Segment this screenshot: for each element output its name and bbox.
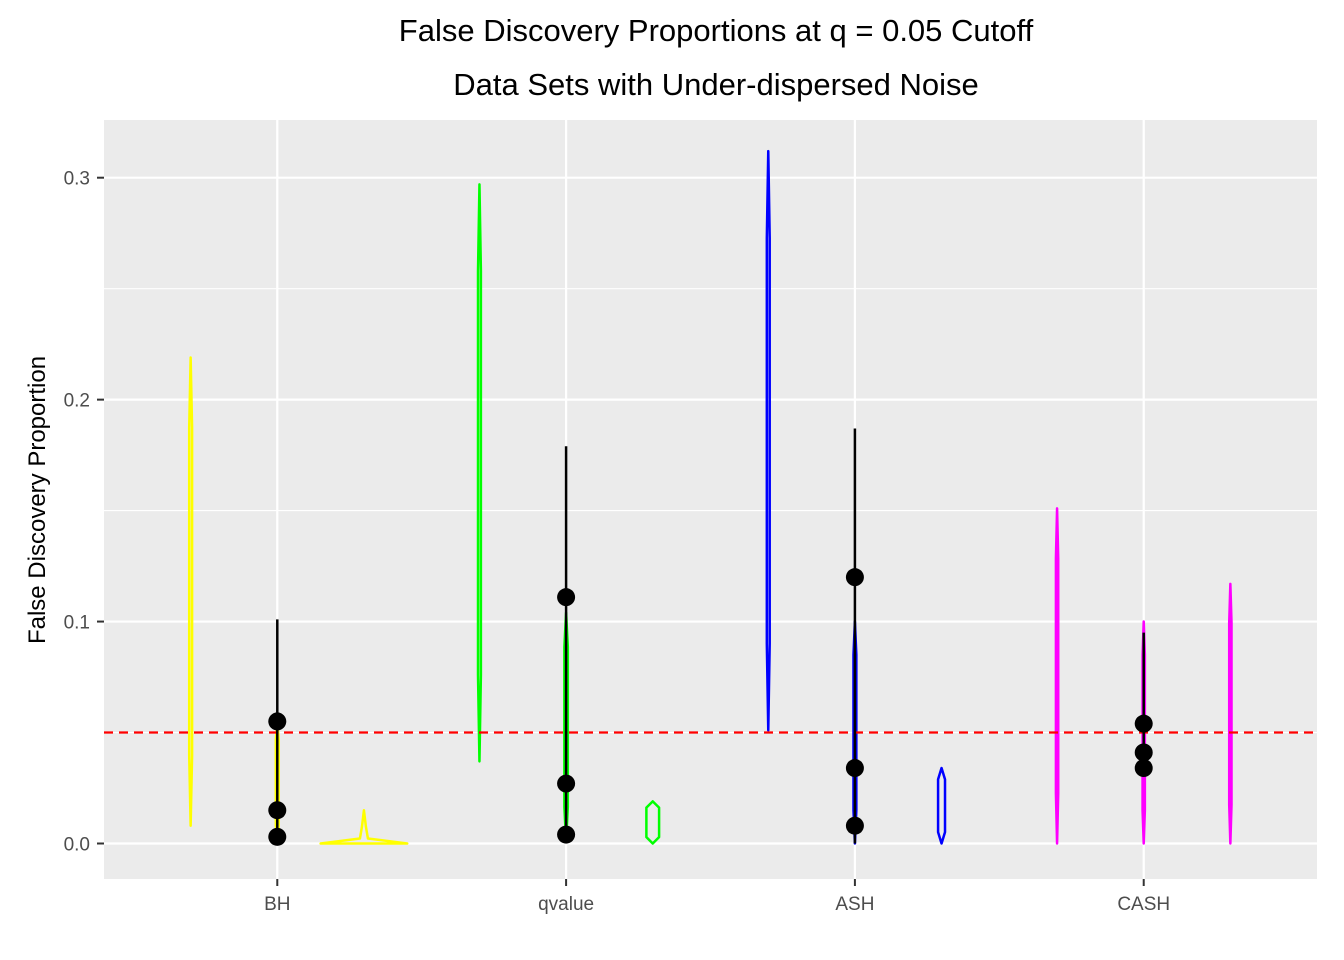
- summary-point-bh: [268, 827, 287, 846]
- violin-bh: [187, 356, 194, 827]
- violin-ash: [936, 766, 947, 845]
- chart-title: False Discovery Proportions at q = 0.05 …: [399, 13, 1034, 48]
- y-tick-label: 0.3: [64, 169, 90, 190]
- summary-point-ash: [845, 568, 864, 587]
- x-axis: BH qvalue ASH CASH: [264, 879, 1170, 915]
- summary-point-qvalue: [557, 588, 576, 607]
- summary-point-qvalue: [557, 825, 576, 844]
- violin-bh: [319, 808, 409, 845]
- summary-point-cash: [1134, 743, 1153, 762]
- y-axis-title: False Discovery Proportion: [24, 356, 51, 644]
- summary-point-bh: [268, 801, 287, 820]
- plot-panel: [104, 120, 1317, 879]
- summary-point-cash: [1134, 714, 1153, 733]
- violin-cash: [1227, 582, 1233, 845]
- x-tick-label: BH: [264, 894, 290, 915]
- x-tick-label: CASH: [1117, 894, 1170, 915]
- x-tick-label: ASH: [835, 894, 874, 915]
- summary-point-ash: [845, 816, 864, 835]
- summary-point-cash: [1134, 759, 1153, 778]
- y-axis: 0.0 0.1 0.2 0.3: [64, 169, 104, 855]
- violin-qvalue: [645, 800, 661, 845]
- violin-ash: [765, 149, 771, 732]
- summaries: [268, 428, 1153, 846]
- violin-qvalue: [476, 183, 483, 763]
- y-tick-label: 0.1: [64, 613, 90, 634]
- chart-subtitle: Data Sets with Under-dispersed Noise: [453, 67, 979, 102]
- x-tick-label: qvalue: [538, 894, 594, 915]
- violin-cash: [1054, 507, 1060, 845]
- y-tick-label: 0.2: [64, 391, 90, 412]
- summary-point-qvalue: [557, 774, 576, 793]
- summary-point-ash: [845, 759, 864, 778]
- summary-point-bh: [268, 712, 287, 731]
- y-tick-label: 0.0: [64, 834, 90, 855]
